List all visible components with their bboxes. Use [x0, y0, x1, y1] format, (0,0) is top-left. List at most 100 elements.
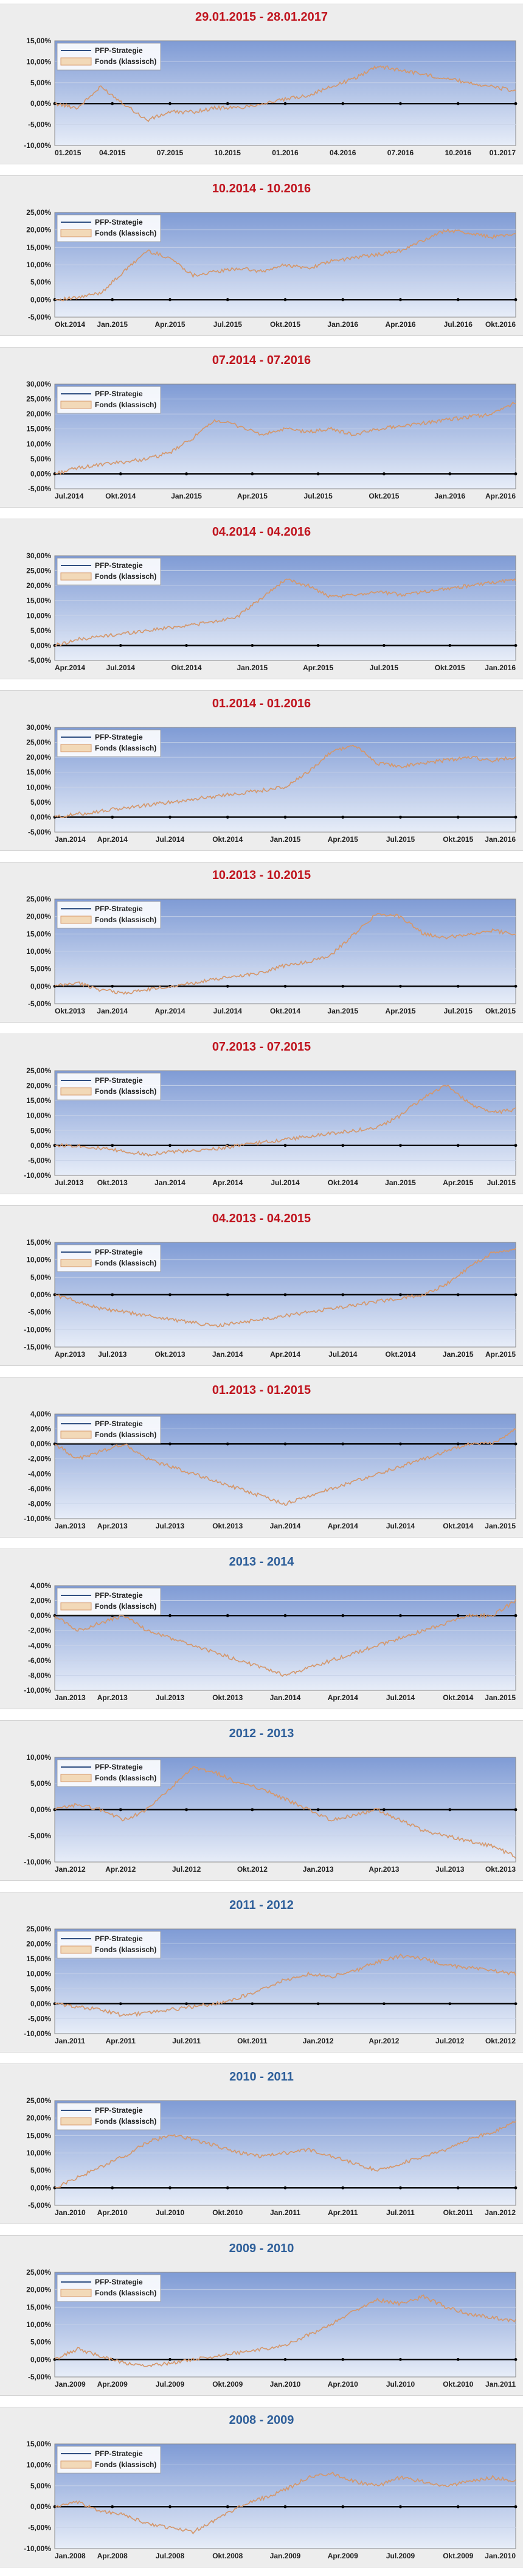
x-tick-marker [448, 1808, 452, 1811]
y-tick-label: 2,00% [30, 1425, 51, 1433]
x-tick-marker [111, 298, 114, 301]
legend-box [57, 1244, 161, 1272]
x-tick-marker [341, 2357, 345, 2361]
x-tick-label: Apr.2015 [237, 492, 268, 500]
x-tick-marker [456, 984, 460, 988]
chart-panel: 2009 - 2010 25,00% 20,00% 15,00% 10,00% 5,00%… [0, 2235, 523, 2396]
legend-label-fund: Fonds (klassisch) [95, 1774, 156, 1782]
x-tick-label: Okt.2014 [212, 835, 243, 844]
legend-label-fund: Fonds (klassisch) [95, 915, 156, 924]
y-tick-label: 30,00% [26, 380, 51, 388]
x-tick-marker [514, 1293, 518, 1297]
x-tick-label: Jul.2012 [435, 2037, 465, 2045]
y-tick-label: 4,00% [30, 1581, 51, 1590]
chart-panel: 10.2014 - 10.2016 25,00% 20,00% 15,00% 10,00… [0, 175, 523, 336]
x-tick-label: Jul.2014 [213, 1007, 243, 1015]
y-tick-label: 25,00% [26, 208, 51, 217]
x-tick-marker [119, 1808, 122, 1811]
x-tick-label: Jan.2008 [55, 2552, 86, 2560]
y-tick-label: 25,00% [26, 395, 51, 404]
x-tick-marker [168, 1442, 171, 1446]
y-tick-label: 10,00% [26, 1256, 51, 1264]
x-tick-label: Apr.2015 [443, 1178, 473, 1187]
y-tick-label: 20,00% [26, 581, 51, 590]
y-tick-label: 5,00% [30, 2338, 51, 2347]
x-tick-label: Jul.2010 [156, 2208, 185, 2217]
x-tick-label: Jul.2013 [156, 1693, 185, 1702]
x-tick-label: Okt.2013 [55, 1007, 85, 1015]
y-tick-label: 10,00% [26, 947, 51, 956]
legend-swatch-fund [60, 1945, 92, 1954]
y-tick-label: -10,00% [24, 1858, 51, 1866]
x-tick-marker [448, 472, 452, 475]
x-tick-marker [251, 1808, 254, 1811]
x-tick-marker [399, 1614, 402, 1617]
x-tick-label: Okt.2013 [212, 1522, 243, 1530]
x-tick-label: Apr.2011 [328, 2208, 358, 2217]
legend-box [57, 2102, 161, 2130]
x-tick-marker [283, 2505, 287, 2508]
x-tick-label: Apr.2014 [328, 1522, 358, 1530]
y-tick-label: 15,00% [26, 1955, 51, 1963]
x-tick-label: Apr.2015 [328, 835, 358, 844]
x-tick-label: Jul.2008 [156, 2552, 185, 2560]
chart-panel: 2012 - 2013 10,00% 5,00% 0,00% -5,00% -10,00%… [0, 1720, 523, 1881]
x-tick-marker [111, 1293, 114, 1297]
chart-title: 29.01.2015 - 28.01.2017 [195, 10, 328, 24]
y-tick-label: 15,00% [26, 1238, 51, 1247]
chart-panel: 29.01.2015 - 28.01.2017 15,00% 10,00% 5,00%… [0, 4, 523, 164]
legend-label-strategy: PFP-Strategie [95, 1248, 143, 1256]
legend-swatch-fund [60, 1087, 92, 1096]
y-tick-label: 25,00% [26, 2268, 51, 2277]
x-tick-marker [226, 984, 229, 988]
y-tick-label: 10,00% [26, 57, 51, 66]
x-tick-label: Apr.2015 [485, 1350, 516, 1359]
x-tick-marker [456, 2357, 460, 2361]
x-tick-marker [399, 2186, 402, 2189]
y-tick-label: 15,00% [26, 597, 51, 605]
legend-box [57, 214, 161, 242]
legend-box [57, 1931, 161, 1959]
x-tick-label: Jan.2015 [237, 663, 268, 672]
x-tick-marker [226, 102, 229, 105]
x-tick-marker [316, 2002, 320, 2006]
x-tick-label: Apr.2016 [385, 320, 415, 329]
x-tick-marker [226, 1293, 229, 1297]
y-tick-label: 10,00% [26, 439, 51, 448]
x-tick-label: Okt.2014 [443, 1522, 473, 1530]
x-tick-label: Jul.2015 [487, 1178, 516, 1187]
x-tick-marker [514, 2357, 518, 2361]
legend-label-strategy: PFP-Strategie [95, 561, 143, 570]
legend-label-fund: Fonds (klassisch) [95, 229, 156, 237]
x-tick-marker [456, 2505, 460, 2508]
y-tick-label: 10,00% [26, 611, 51, 620]
x-tick-marker [514, 298, 518, 301]
x-tick-label: Okt.2014 [105, 492, 136, 500]
x-tick-marker [514, 1614, 518, 1617]
y-tick-label: -6,00% [28, 1656, 51, 1665]
chart-svg: 4,00% 2,00% 0,00% -2,00% -4,00% -6,00% -8,00% -… [24, 1581, 518, 1702]
x-tick-label: 10.2015 [215, 149, 241, 157]
x-tick-marker [514, 472, 518, 475]
fund-series-line [54, 1428, 516, 1507]
legend-label-strategy: PFP-Strategie [95, 218, 143, 226]
chart-title: 07.2013 - 07.2015 [212, 1040, 311, 1054]
y-tick-label: -5,00% [28, 2201, 51, 2210]
x-tick-label: Jul.2015 [444, 1007, 473, 1015]
x-tick-marker [341, 298, 345, 301]
chart-title: 07.2014 - 07.2016 [212, 354, 311, 367]
y-tick-label: -2,00% [28, 1455, 51, 1463]
x-tick-label: 04.2016 [330, 149, 356, 157]
x-tick-label: Okt.2011 [237, 2037, 268, 2045]
y-tick-label: 5,00% [30, 1984, 51, 1993]
x-tick-label: Okt.2014 [443, 1693, 473, 1702]
y-tick-label: 15,00% [26, 2440, 51, 2448]
x-tick-label: Jan.2014 [270, 1522, 301, 1530]
x-tick-label: Jan.2015 [97, 320, 128, 329]
x-tick-label: Okt.2011 [443, 2208, 474, 2217]
y-tick-label: 0,00% [30, 2183, 51, 2192]
x-tick-label: Jan.2010 [485, 2552, 516, 2560]
legend-label-strategy: PFP-Strategie [95, 1591, 143, 1600]
legend-label-fund: Fonds (klassisch) [95, 1259, 156, 1267]
legend-swatch-fund [60, 744, 92, 752]
